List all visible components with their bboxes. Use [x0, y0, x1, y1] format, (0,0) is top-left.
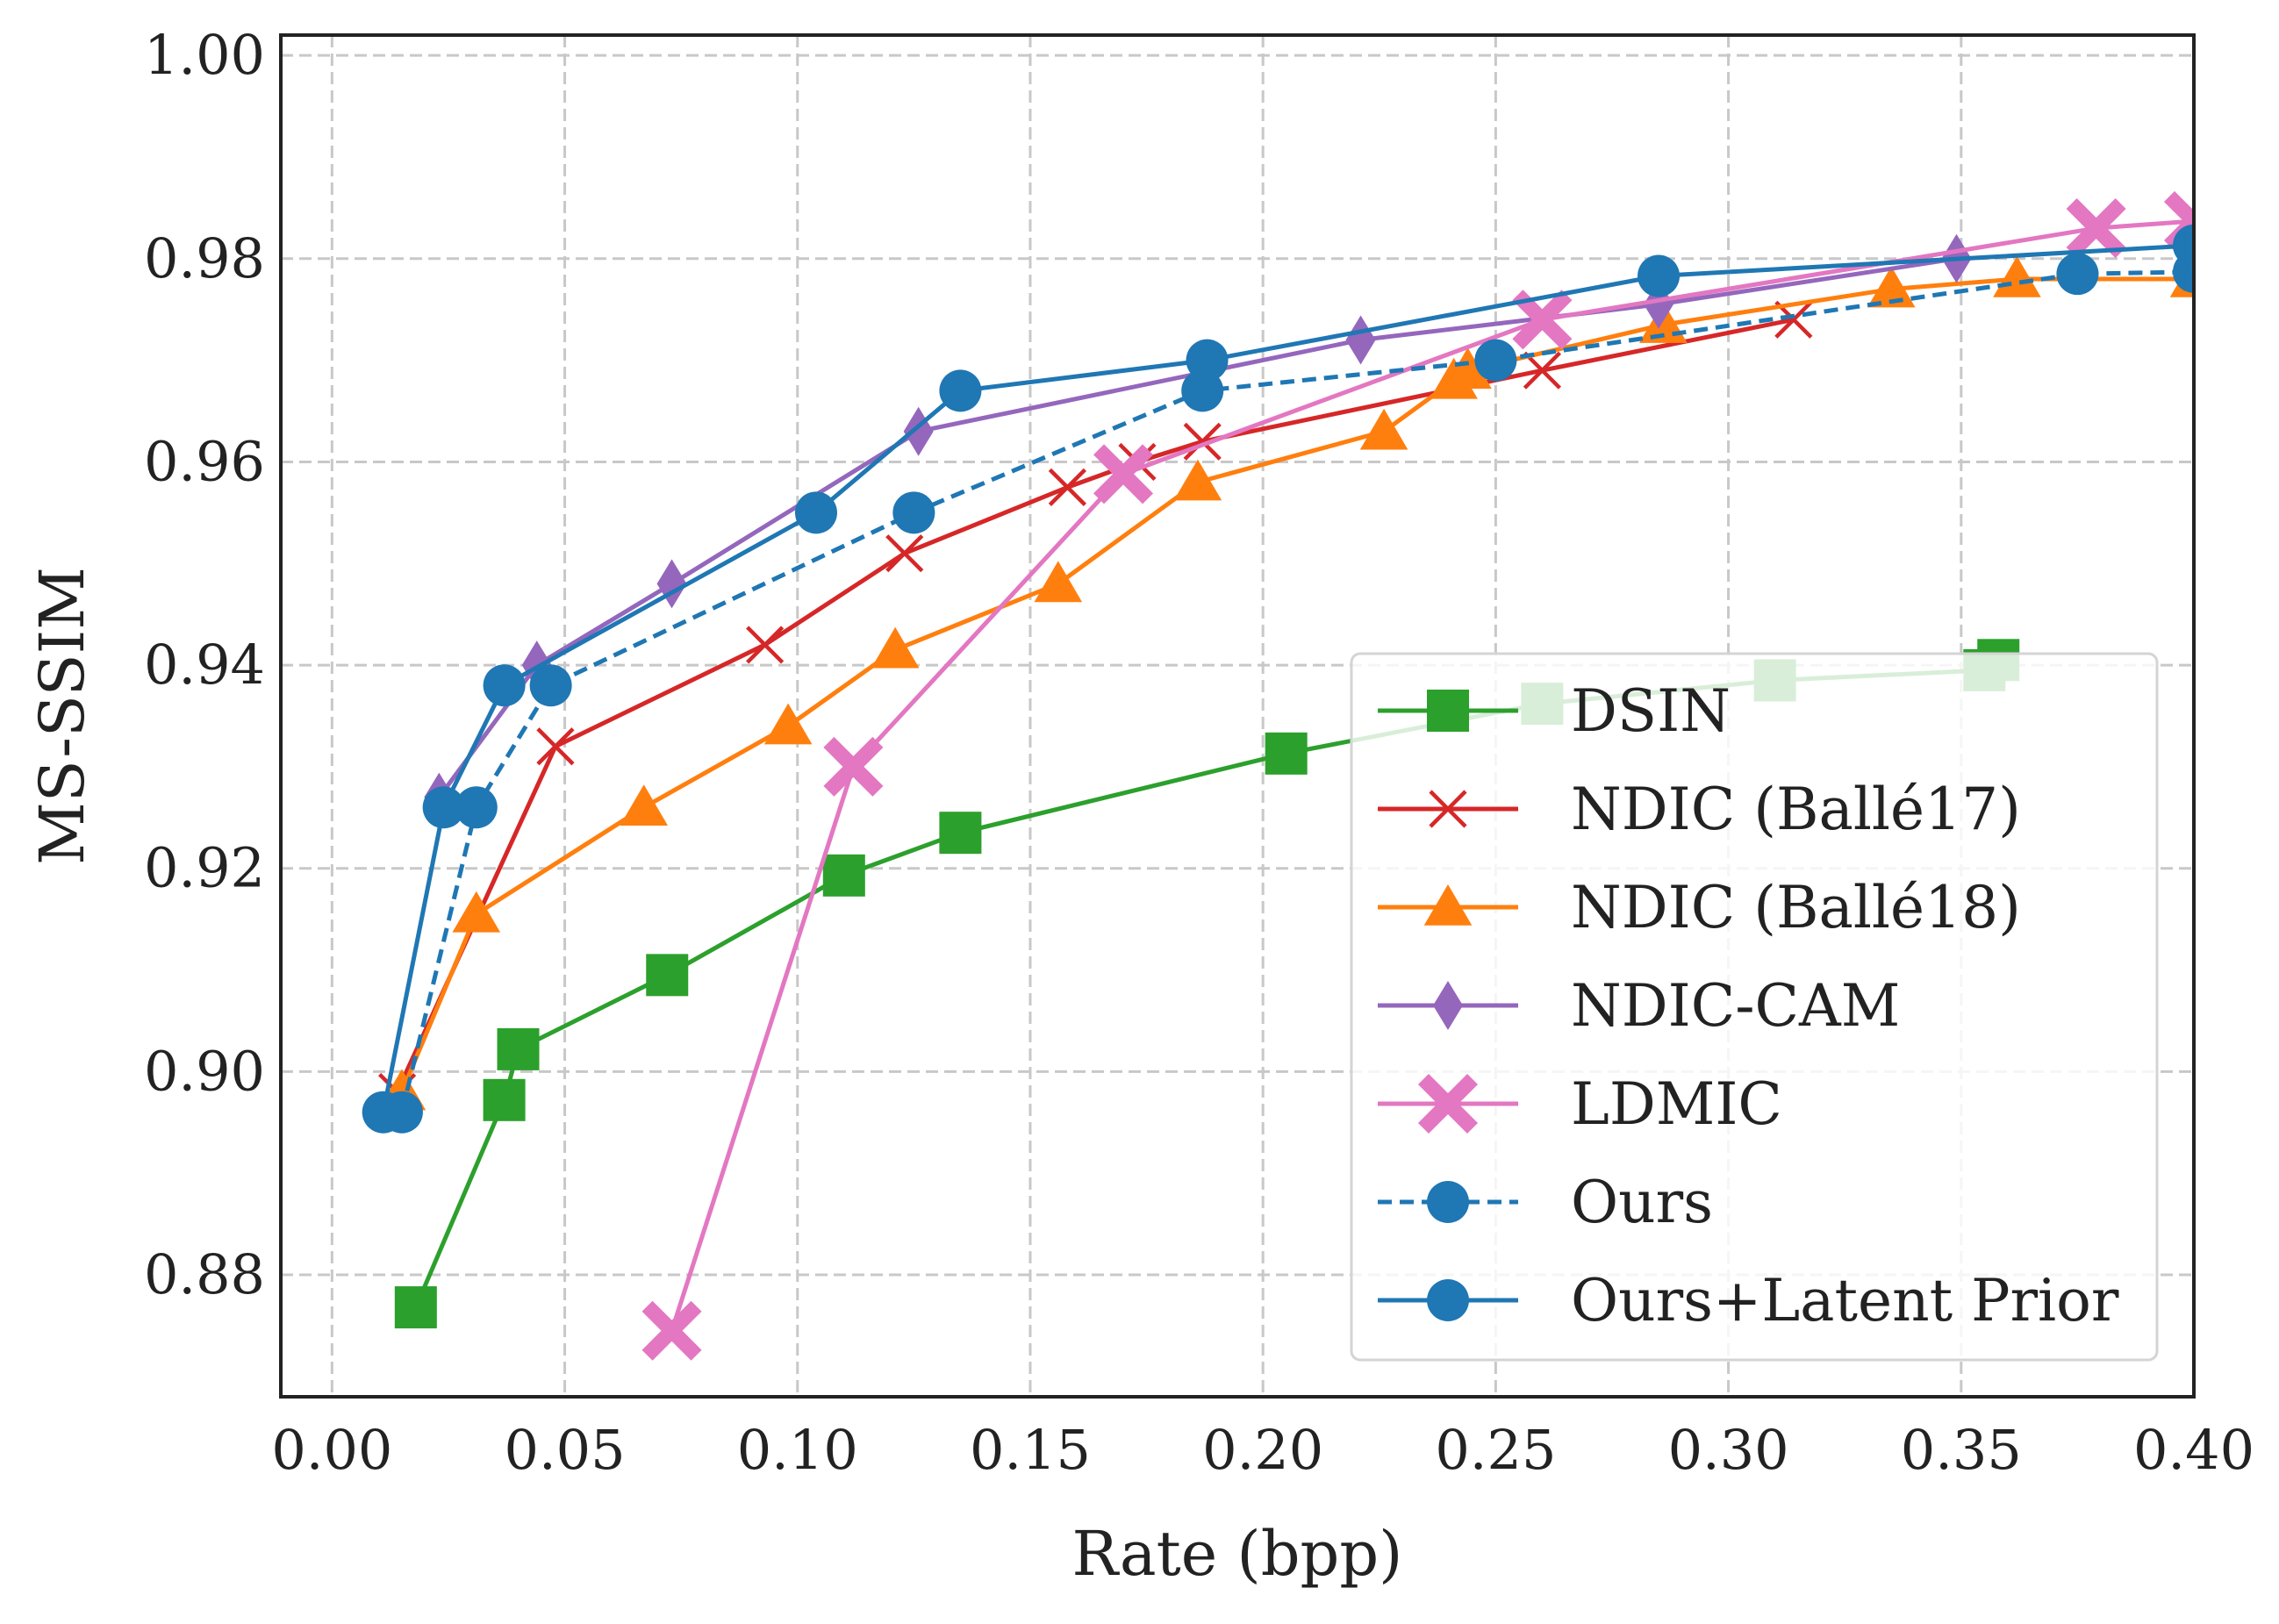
- data-point-ndic-ball-18: [1867, 266, 1916, 308]
- data-point-ndic-ball-18: [1993, 255, 2041, 297]
- data-point-ndic-ball-18: [452, 891, 501, 933]
- data-point-ndic-ball-17: [885, 534, 924, 573]
- data-point-ndic-ball-17: [1183, 422, 1222, 461]
- data-point-ndic-ball-17: [746, 626, 785, 664]
- data-point-ndic-ball-18: [1173, 459, 1222, 501]
- legend-marker-ldmic: [1417, 1073, 1479, 1134]
- x-tick-label: 0.25: [1435, 1418, 1556, 1482]
- data-point-ndic-ball-17: [1048, 468, 1086, 506]
- data-point-ours-latent-prior: [362, 1091, 405, 1134]
- data-point-ours-latent-prior: [794, 491, 837, 534]
- legend-box: [1350, 652, 2159, 1362]
- data-point-ndic-ball-18: [1034, 561, 1083, 603]
- data-point-dsin: [497, 1027, 540, 1070]
- data-point-ours-latent-prior: [2173, 224, 2194, 267]
- y-tick-label: 0.90: [144, 1039, 265, 1103]
- legend-label-ndic-ball-18: NDIC (Ballé18): [1571, 874, 2021, 941]
- data-point-ndic-ball-18: [1444, 347, 1492, 390]
- data-point-dsin: [394, 1286, 437, 1329]
- x-axis-label: Rate (bpp): [1072, 1518, 1403, 1590]
- data-point-ldmic: [641, 1300, 702, 1361]
- legend-label-ndic-cam: NDIC-CAM: [1571, 972, 1900, 1040]
- data-point-ours: [455, 786, 498, 829]
- legend-marker-dsin: [1427, 690, 1469, 732]
- x-tick-label: 0.00: [271, 1418, 392, 1482]
- data-point-ndic-ball-18: [871, 626, 920, 669]
- legend-marker-ours-latent-prior: [1427, 1279, 1469, 1321]
- data-point-dsin: [483, 1078, 526, 1121]
- y-tick-label: 0.88: [144, 1242, 265, 1306]
- data-point-ldmic: [1093, 444, 1154, 504]
- legend-marker-ndic-ball-18: [1423, 884, 1473, 926]
- data-point-ours-latent-prior: [1186, 339, 1229, 382]
- legend-marker-ours: [1427, 1181, 1469, 1223]
- legend-label-ours-latent-prior: Ours+Latent Prior: [1571, 1267, 2119, 1334]
- legend-marker-ndic-cam: [1433, 981, 1463, 1030]
- legend-item-ours: Ours: [1378, 1169, 1713, 1236]
- series-line-ldmic: [670, 218, 2194, 1332]
- x-tick-label: 0.10: [737, 1418, 858, 1482]
- data-point-ldmic: [1512, 290, 1573, 350]
- legend-item-ldmic: LDMIC: [1378, 1070, 1782, 1138]
- y-tick-label: 1.00: [144, 23, 265, 87]
- legend-item-ndic-ball-17: NDIC (Ballé17): [1378, 776, 2021, 843]
- data-point-ours: [529, 664, 572, 707]
- data-point-ours: [892, 491, 935, 534]
- data-point-ours-latent-prior: [483, 664, 526, 707]
- data-point-ours-latent-prior: [1638, 254, 1681, 297]
- y-tick-label: 0.96: [144, 429, 265, 493]
- x-tick-label: 0.15: [970, 1418, 1091, 1482]
- x-tick-label: 0.30: [1668, 1418, 1789, 1482]
- legend-marker-ndic-ball-17: [1429, 790, 1467, 828]
- data-point-ours: [1474, 339, 1517, 382]
- data-point-ldmic: [2066, 198, 2126, 259]
- series-layer: [362, 190, 2194, 1361]
- series-ours-latent-prior: [362, 224, 2194, 1134]
- plot-frame: [279, 33, 2196, 1399]
- data-point-ndic-ball-18: [763, 703, 813, 745]
- data-point-dsin: [822, 854, 865, 897]
- y-tick-label: 0.92: [144, 836, 265, 900]
- series-line-ours: [399, 269, 2194, 1113]
- series-line-ours-latent-prior: [381, 243, 2194, 1113]
- legend-label-ldmic: LDMIC: [1571, 1070, 1782, 1138]
- legend-item-dsin: DSIN: [1378, 677, 1731, 745]
- x-tick-label: 0.40: [2133, 1418, 2254, 1482]
- axes-layer: 0.00 0.05 0.10 0.15 0.20 0.25 0.30 0.35 0.40 0.88…: [144, 23, 2254, 1482]
- series-ndic-ball-18: [377, 255, 2194, 1111]
- legend-label-ours: Ours: [1571, 1169, 1713, 1236]
- legend: DSIN NDIC (Ballé17) NDIC (Ballé18) NDIC-CAM…: [1350, 652, 2159, 1362]
- data-point-ndic-ball-18: [620, 784, 669, 826]
- data-point-ldmic: [823, 736, 884, 797]
- data-point-dsin: [1265, 732, 1308, 775]
- data-point-ours: [2056, 253, 2099, 296]
- legend-item-ndic-ball-18: NDIC (Ballé18): [1378, 874, 2021, 941]
- x-tick-label: 0.05: [505, 1418, 626, 1482]
- legend-item-ours-latent-prior: Ours+Latent Prior: [1378, 1267, 2119, 1334]
- data-point-ndic-cam: [903, 406, 934, 456]
- x-tick-label: 0.35: [1901, 1418, 2022, 1482]
- data-point-ndic-cam: [656, 559, 687, 609]
- series-line-ndic-ball-18: [399, 276, 2194, 1093]
- data-point-ndic-cam: [1345, 315, 1376, 365]
- legend-item-ndic-cam: NDIC-CAM: [1378, 972, 1900, 1040]
- data-point-ndic-ball-17: [1523, 351, 1562, 390]
- data-point-ours-latent-prior: [939, 369, 982, 412]
- y-axis-label: MS-SSIM: [26, 567, 98, 865]
- x-tick-label: 0.20: [1202, 1418, 1323, 1482]
- data-point-dsin: [939, 812, 982, 855]
- legend-label-dsin: DSIN: [1571, 677, 1731, 745]
- data-point-ndic-ball-17: [536, 727, 575, 766]
- legend-label-ndic-ball-17: NDIC (Ballé17): [1571, 776, 2021, 843]
- y-tick-label: 0.98: [144, 226, 265, 290]
- data-point-dsin: [646, 954, 689, 997]
- data-point-ndic-ball-18: [1359, 408, 1408, 450]
- y-tick-label: 0.94: [144, 633, 265, 697]
- data-point-ours-latent-prior: [422, 786, 465, 829]
